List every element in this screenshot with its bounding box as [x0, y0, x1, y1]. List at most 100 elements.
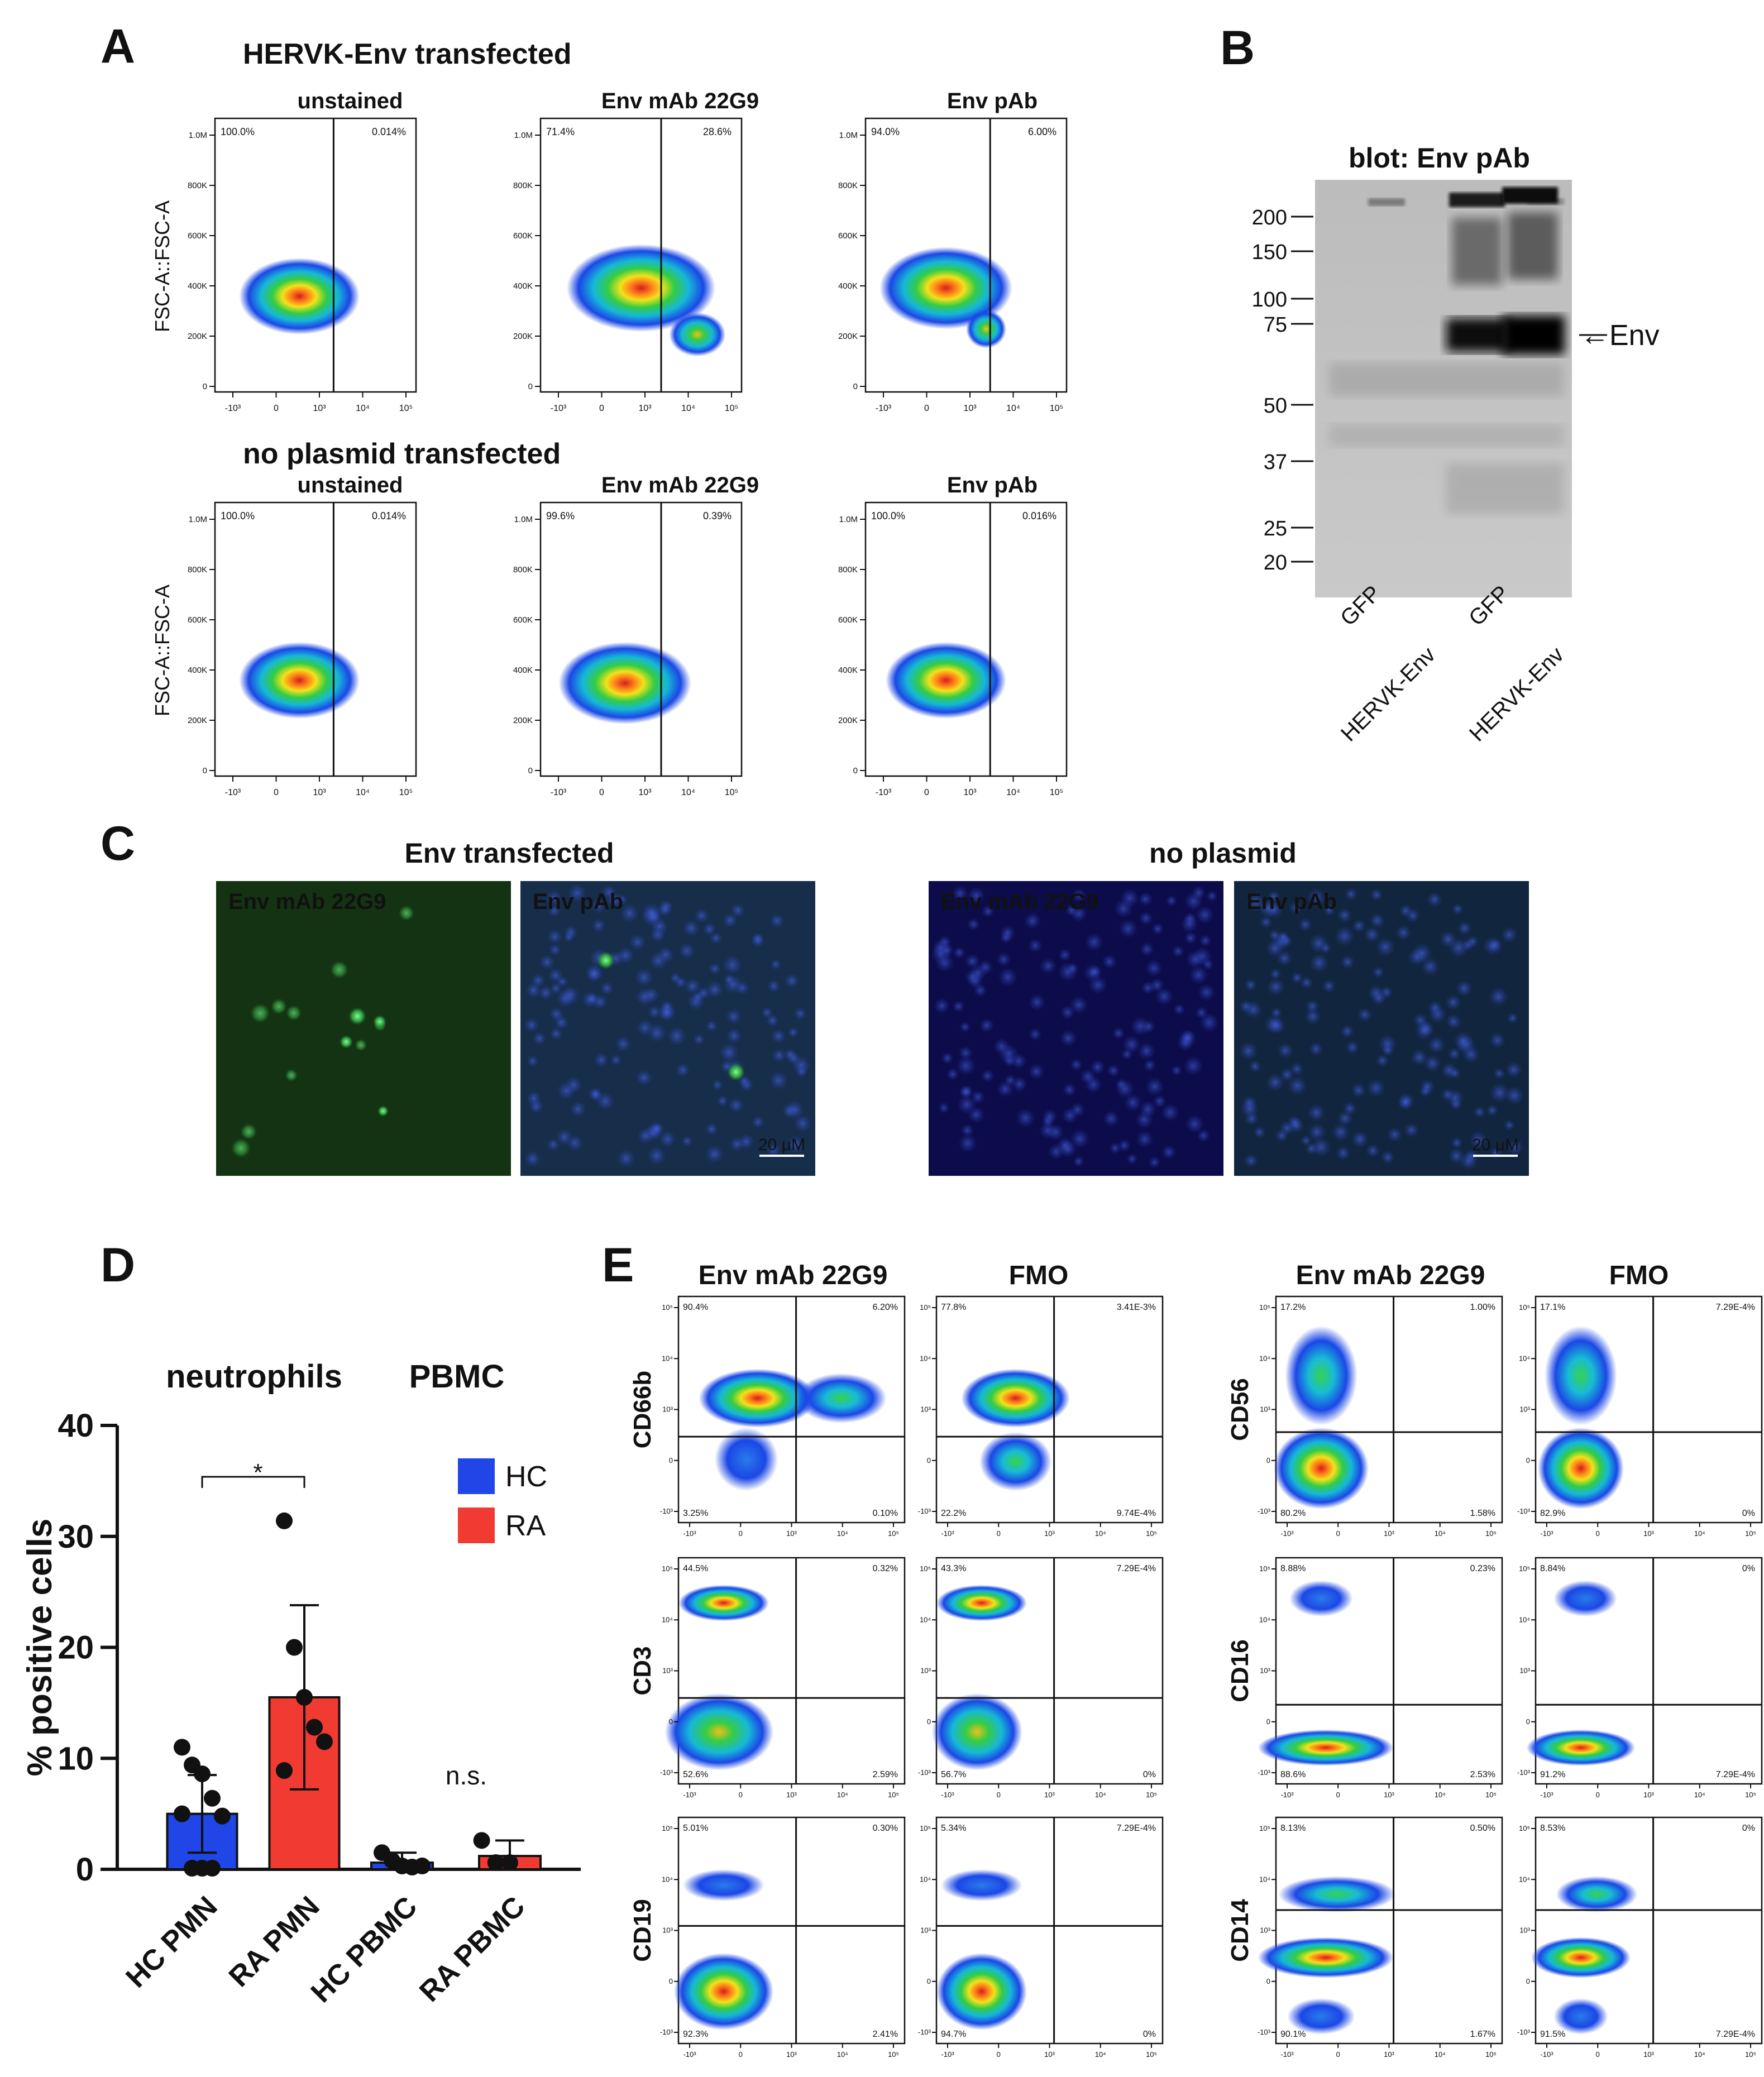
y-tick-label: 800K [513, 565, 533, 575]
e-column-title: Env mAb 22G9 [699, 1261, 888, 1290]
y-tick-label: 200K [188, 332, 207, 341]
quadrant-ur: 0% [1742, 1824, 1755, 1833]
quadrant-lr: 7.29E-4% [1716, 2030, 1755, 2039]
data-point [174, 1805, 190, 1822]
cell-population [673, 1953, 774, 2030]
cell-population [966, 310, 1006, 348]
x-tick-label: -10³ [1280, 1791, 1294, 1799]
y-tick-label: 600K [188, 615, 207, 625]
x-tick-label: 0 [599, 404, 604, 413]
flow-plot-cd3-stained: 44.5% 0.32% 52.6% 2.59% -10³ 0 10³ 10⁴ 10⁵ -10³ 0 1… [629, 1557, 906, 1799]
x-tick-label: 10³ [1643, 1529, 1654, 1538]
x-tick-label: 10³ [638, 404, 652, 413]
y-tick-label: 10⁴ [1259, 1354, 1270, 1362]
gate-left-percent: 100.0% [221, 126, 255, 137]
data-point [296, 1688, 313, 1706]
mw-marker-label: 200 [1252, 206, 1287, 229]
quadrant-ur: 0% [1742, 1564, 1755, 1573]
y-tick-label: 0 [669, 1717, 673, 1726]
x-tick-label: 10⁴ [1006, 404, 1020, 413]
x-tick-label: 10⁴ [1095, 2050, 1106, 2059]
scale-bar-label: 20 µM [758, 1136, 805, 1154]
stained-cell [373, 1015, 386, 1028]
gate-left-percent: 100.0% [871, 510, 905, 521]
cell-population [796, 1373, 887, 1423]
y-tick-label: 200K [188, 716, 207, 725]
y-tick-label: 10⁴ [1519, 1354, 1530, 1362]
x-tick-label: 10⁵ [1146, 2050, 1157, 2059]
x-tick-label: 10⁴ [681, 788, 695, 797]
cell-population [566, 244, 716, 332]
quadrant-ll: 92.3% [683, 2030, 708, 2039]
gate-right-percent: 0.39% [703, 510, 732, 521]
y-tick-label: 10⁵ [1519, 1303, 1530, 1312]
y-tick-label: 800K [838, 565, 858, 575]
quadrant-ur: 0.32% [873, 1564, 898, 1573]
panel-a: A HERVK-Env transfected no plasmid trans… [101, 20, 1068, 797]
x-tick-label: 0 [1336, 2050, 1340, 2059]
mw-marker-label: 75 [1264, 313, 1287, 337]
y-tick-label: 10⁴ [920, 1354, 931, 1362]
cell-population [558, 642, 691, 724]
flow-plot-a-5: Env mAb 22G9 99.6% 0.39% 0 200K 400K 600K 800K 1… [513, 473, 759, 797]
flow-plots-e: 90.4% 6.20%3.25% 0.10%-10³ 0 10³ 10⁴ 10⁵-10³01… [629, 1295, 1763, 2059]
cell-population [941, 1869, 1022, 1901]
x-tick-label: 0 [924, 404, 929, 413]
mw-marker-label: 150 [1252, 241, 1287, 264]
flow-plot-cd16-stained: 8.88% 0.23% 88.6% 2.53% -10³ 0 10³ 10⁴ 10⁵ -10³ 0 1… [1226, 1557, 1503, 1799]
panel-e: E Env mAb 22G9 FMO Env mAb 22G9 FMO 90.4% 6.… [602, 1238, 1763, 2059]
y-tick-label: -10³ [1517, 1507, 1531, 1515]
x-tick-label: 10³ [963, 404, 977, 413]
gate-right-percent: 28.6% [703, 126, 732, 137]
data-point [306, 1719, 323, 1736]
x-tick-label: 0 [1596, 1791, 1600, 1799]
gate-left-percent: 71.4% [546, 126, 575, 137]
y-tick-label: 10⁵ [1519, 1564, 1530, 1573]
y-tick-label: 600K [838, 615, 858, 625]
x-tick-label: 0 [1336, 1791, 1340, 1799]
y-tick-label: -10³ [1258, 1768, 1271, 1777]
y-tick-label: 0 [1526, 1456, 1530, 1465]
y-tick-label: 10³ [662, 1926, 673, 1935]
gate-left-percent: 100.0% [221, 510, 255, 521]
x-tick-label: 10⁵ [1050, 404, 1063, 413]
quadrant-ul: 8.53% [1540, 1824, 1565, 1833]
legend-label-ra: RA [505, 1510, 546, 1542]
significance-bracket [201, 1476, 305, 1488]
y-tick-label: 400K [838, 666, 858, 675]
y-tick-label: 1.0M [514, 131, 533, 140]
y-tick-label: 10⁵ [662, 1303, 673, 1312]
cell-population [886, 642, 1006, 719]
group-title-env: Env transfected [404, 838, 614, 869]
plot-frame [864, 501, 1068, 777]
cell-population [1553, 1998, 1608, 2035]
y-tick-label: 200K [513, 332, 533, 341]
quadrant-lr: 2.41% [873, 2030, 898, 2039]
flow-plot-cd56-fmo: 17.1% 7.29E-4% 82.9% 0% -10³ 0 10³ 10⁴ 10⁵ -10³ 0 1… [1517, 1295, 1763, 1538]
x-tick-label: 10⁵ [1745, 1791, 1756, 1799]
x-tick-label: -10³ [1280, 1529, 1294, 1538]
flow-plot-cd56-stained: 17.2% 1.00% 80.2% 1.58% -10³ 0 10³ 10⁴ 10⁵ -10³ 0 1… [1226, 1295, 1503, 1538]
quadrant-ur: 6.20% [873, 1303, 898, 1312]
x-tick-label: -10³ [876, 788, 892, 797]
x-tick-label: 10⁵ [1146, 1791, 1157, 1799]
x-tick-label: 0 [1596, 2050, 1600, 2059]
gate-right-percent: 0.014% [372, 510, 406, 521]
x-tick-label: 10⁴ [837, 1529, 848, 1538]
row-title-bottom: no plasmid transfected [243, 438, 561, 470]
y-tick-label: 0 [927, 1456, 931, 1465]
e-column-title: Env mAb 22G9 [1296, 1261, 1485, 1290]
x-tick-label: 10³ [963, 788, 977, 797]
plot-title: Env pAb [947, 89, 1038, 113]
y-axis-label: FSC-A::FSC-A [151, 200, 174, 332]
micrograph-background [216, 881, 511, 1176]
cell-population [879, 247, 1012, 329]
y-tick-label: 400K [838, 281, 858, 291]
x-tick-label: 0 [274, 788, 279, 797]
x-tick-label: 10⁵ [1050, 788, 1063, 797]
cell-population [1258, 1937, 1394, 1978]
scale-bar-label: 20 µM [1472, 1136, 1519, 1154]
plot-title: unstained [298, 89, 403, 113]
smear-lane4 [1508, 212, 1558, 279]
